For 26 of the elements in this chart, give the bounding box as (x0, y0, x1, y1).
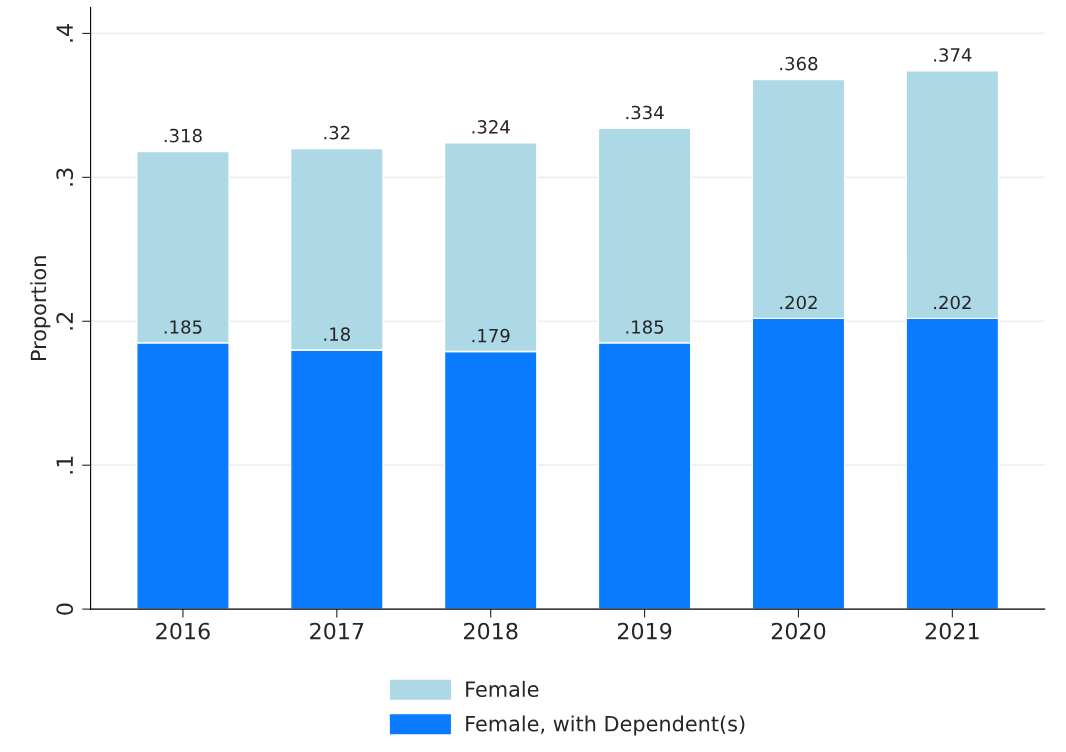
x-tick-label: 2021 (925, 622, 979, 640)
data-label: .185 (164, 320, 202, 334)
y-tick-label: .3 (56, 168, 74, 186)
x-tick-label: 2017 (310, 622, 364, 640)
data-label: .185 (626, 320, 664, 334)
total-label: .318 (164, 128, 202, 143)
y-tick-label: .2 (56, 312, 73, 330)
data-label: .202 (780, 295, 817, 310)
total-label: .32 (324, 125, 350, 140)
x-tick-label: 2016 (156, 622, 210, 640)
data-label: .18 (324, 327, 350, 341)
data-label: .179 (472, 328, 510, 343)
legend-label: Female (466, 680, 539, 698)
data-label: .202 (934, 295, 971, 310)
y-axis-title: Proportion (30, 256, 51, 361)
total-label: .334 (626, 105, 664, 120)
legend-label: Female, with Dependent(s) (466, 715, 745, 736)
x-tick-label: 2020 (771, 622, 826, 640)
total-label: .374 (934, 48, 972, 62)
x-tick-label: 2019 (617, 622, 672, 640)
x-tick-label: 2018 (464, 622, 518, 640)
y-tick-label: 0 (56, 603, 74, 615)
total-label: .324 (472, 120, 510, 134)
total-label: .368 (780, 56, 818, 71)
y-tick-label: .4 (56, 24, 73, 42)
y-tick-label: .1 (56, 456, 73, 474)
